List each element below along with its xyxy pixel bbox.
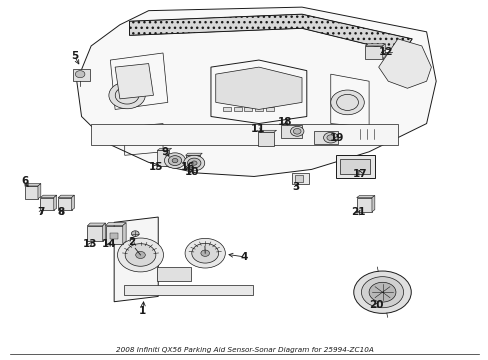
Text: 12: 12	[378, 47, 392, 57]
Circle shape	[75, 71, 85, 78]
Polygon shape	[54, 195, 57, 210]
Polygon shape	[157, 148, 171, 150]
Polygon shape	[365, 44, 385, 46]
Text: 5: 5	[71, 51, 78, 61]
Bar	[123, 285, 253, 295]
Polygon shape	[157, 150, 168, 166]
Bar	[265, 107, 273, 111]
Polygon shape	[378, 39, 430, 88]
Text: 4: 4	[240, 252, 248, 262]
Polygon shape	[71, 195, 74, 210]
Polygon shape	[291, 172, 308, 184]
Text: 2: 2	[128, 237, 135, 247]
Polygon shape	[335, 155, 374, 178]
Bar	[255, 107, 262, 111]
Polygon shape	[115, 64, 153, 99]
Bar	[233, 107, 241, 111]
Circle shape	[117, 238, 163, 272]
Polygon shape	[280, 125, 302, 138]
Polygon shape	[313, 131, 337, 144]
Text: 15: 15	[148, 162, 163, 172]
Bar	[157, 267, 190, 280]
Circle shape	[187, 158, 201, 168]
Circle shape	[168, 156, 182, 166]
Polygon shape	[185, 155, 200, 164]
Text: 3: 3	[292, 182, 299, 192]
Circle shape	[131, 231, 139, 237]
Polygon shape	[91, 123, 397, 145]
Text: 19: 19	[328, 133, 343, 143]
Circle shape	[183, 155, 204, 171]
Text: 16: 16	[181, 162, 195, 172]
Polygon shape	[105, 225, 122, 244]
Circle shape	[330, 90, 364, 115]
Text: 18: 18	[277, 117, 292, 127]
Circle shape	[290, 126, 304, 136]
Polygon shape	[41, 198, 54, 210]
Polygon shape	[24, 184, 41, 186]
Text: 2008 Infiniti QX56 Parking Aid Sensor-Sonar Diagram for 25994-ZC10A: 2008 Infiniti QX56 Parking Aid Sensor-So…	[115, 347, 373, 353]
Polygon shape	[340, 159, 369, 174]
Circle shape	[109, 82, 145, 109]
Circle shape	[368, 282, 395, 302]
Text: 9: 9	[162, 148, 169, 157]
Polygon shape	[122, 223, 126, 244]
Circle shape	[191, 243, 218, 263]
Polygon shape	[185, 153, 202, 155]
Polygon shape	[41, 195, 57, 198]
Text: 10: 10	[184, 167, 199, 177]
Polygon shape	[356, 195, 374, 198]
Polygon shape	[129, 14, 411, 53]
Polygon shape	[73, 69, 89, 81]
Circle shape	[125, 244, 156, 266]
Polygon shape	[258, 132, 273, 147]
Polygon shape	[87, 223, 105, 226]
Circle shape	[164, 153, 185, 168]
Text: 7: 7	[37, 207, 44, 217]
Text: 8: 8	[58, 207, 65, 217]
Polygon shape	[114, 217, 158, 302]
Polygon shape	[58, 195, 74, 198]
Circle shape	[172, 158, 178, 163]
Circle shape	[136, 251, 145, 258]
Polygon shape	[105, 223, 126, 225]
Text: 11: 11	[250, 124, 264, 134]
Polygon shape	[24, 186, 38, 199]
Circle shape	[191, 161, 197, 165]
Polygon shape	[382, 44, 385, 59]
Circle shape	[184, 238, 225, 268]
Polygon shape	[356, 198, 371, 212]
Text: 1: 1	[139, 306, 146, 315]
Text: 17: 17	[352, 168, 367, 179]
Polygon shape	[371, 195, 374, 212]
Circle shape	[201, 250, 209, 256]
Circle shape	[293, 129, 301, 134]
Polygon shape	[77, 7, 435, 176]
Polygon shape	[102, 223, 105, 242]
Circle shape	[361, 277, 403, 308]
Circle shape	[326, 135, 334, 140]
Polygon shape	[87, 226, 102, 242]
Text: 20: 20	[368, 300, 383, 310]
Text: 14: 14	[102, 239, 117, 249]
Bar	[244, 107, 252, 111]
Circle shape	[353, 271, 410, 313]
Polygon shape	[215, 67, 302, 109]
Bar	[110, 233, 118, 239]
Circle shape	[323, 132, 337, 143]
Text: 21: 21	[350, 207, 365, 217]
Polygon shape	[365, 46, 382, 59]
Polygon shape	[38, 184, 41, 199]
Bar	[294, 175, 303, 182]
Text: 13: 13	[83, 239, 97, 249]
Bar	[223, 107, 230, 111]
Polygon shape	[258, 130, 276, 132]
Text: 6: 6	[21, 176, 29, 186]
Polygon shape	[58, 198, 71, 210]
